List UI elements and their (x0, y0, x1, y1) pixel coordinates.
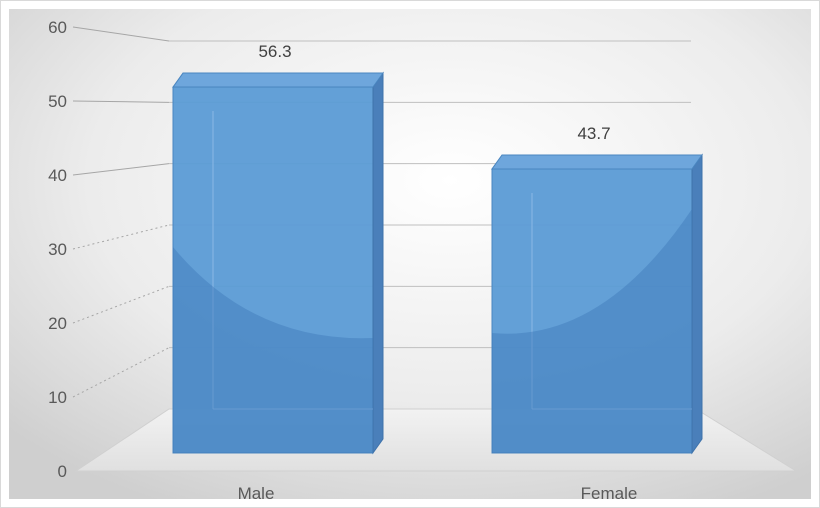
y-tick-label: 30 (48, 240, 67, 259)
y-tick-label: 0 (58, 462, 67, 481)
gridline-side (72, 26, 170, 42)
bar (491, 153, 703, 455)
bar-top (172, 72, 384, 88)
category-label: Male (238, 484, 275, 503)
bar-side (691, 153, 703, 455)
y-tick-label: 20 (48, 314, 67, 333)
bar-front (491, 168, 693, 454)
y-tick-label: 40 (48, 166, 67, 185)
bar-front (172, 86, 374, 454)
gridline-side (72, 285, 170, 324)
bar (172, 71, 384, 455)
bar-shade (492, 208, 692, 453)
gridline-side (72, 163, 170, 176)
bar-side (372, 71, 384, 455)
bar-top (491, 154, 703, 170)
y-tick-label: 10 (48, 388, 67, 407)
y-tick-label: 60 (48, 18, 67, 37)
y-tick-label: 50 (48, 92, 67, 111)
bar-shade (173, 247, 373, 453)
data-label: 56.3 (258, 42, 291, 61)
category-label: Female (581, 484, 638, 503)
data-label: 43.7 (577, 124, 610, 143)
gridline-side (72, 224, 170, 250)
gridline-side (72, 100, 170, 103)
